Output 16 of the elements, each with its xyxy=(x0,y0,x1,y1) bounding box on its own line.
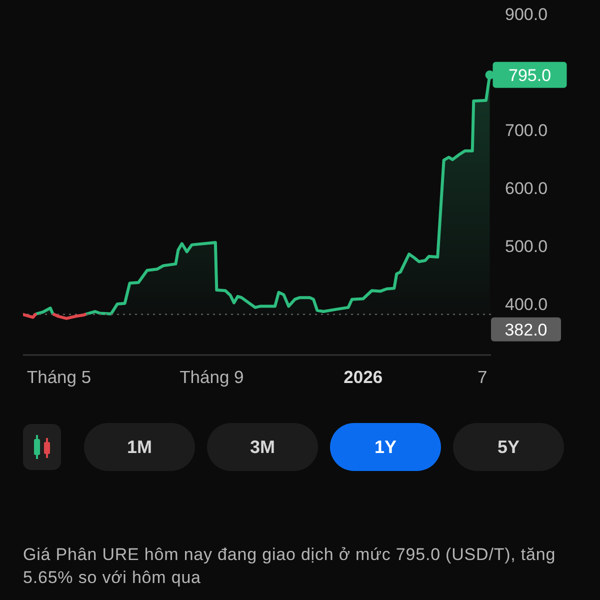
x-tick-label: Tháng 9 xyxy=(180,367,244,387)
range-button: 5Y xyxy=(453,423,564,471)
y-tick-label: 600.0 xyxy=(505,178,548,198)
range-button: 3M xyxy=(207,423,318,471)
ref-line-label: 382.0 xyxy=(504,320,548,339)
range-button: 1Y xyxy=(330,423,441,471)
y-tick-label: 500.0 xyxy=(505,236,548,256)
x-tick-label: 2026 xyxy=(344,367,383,387)
text: Giá Phân URE hôm nay đang giao dịch ở mức 795.0 (USD/T), tăng 5.65% so với hôm qua xyxy=(23,544,557,589)
y-tick-label: 400.0 xyxy=(505,294,548,314)
x-tick-label: Tháng 5 xyxy=(26,367,92,387)
x-tick-label: 7 xyxy=(477,367,488,387)
data-label: 795.0 xyxy=(508,65,552,84)
y-tick-label: 700.0 xyxy=(505,120,548,140)
y-tick-label: 900.0 xyxy=(505,4,548,24)
range-button: 1M xyxy=(84,423,195,471)
